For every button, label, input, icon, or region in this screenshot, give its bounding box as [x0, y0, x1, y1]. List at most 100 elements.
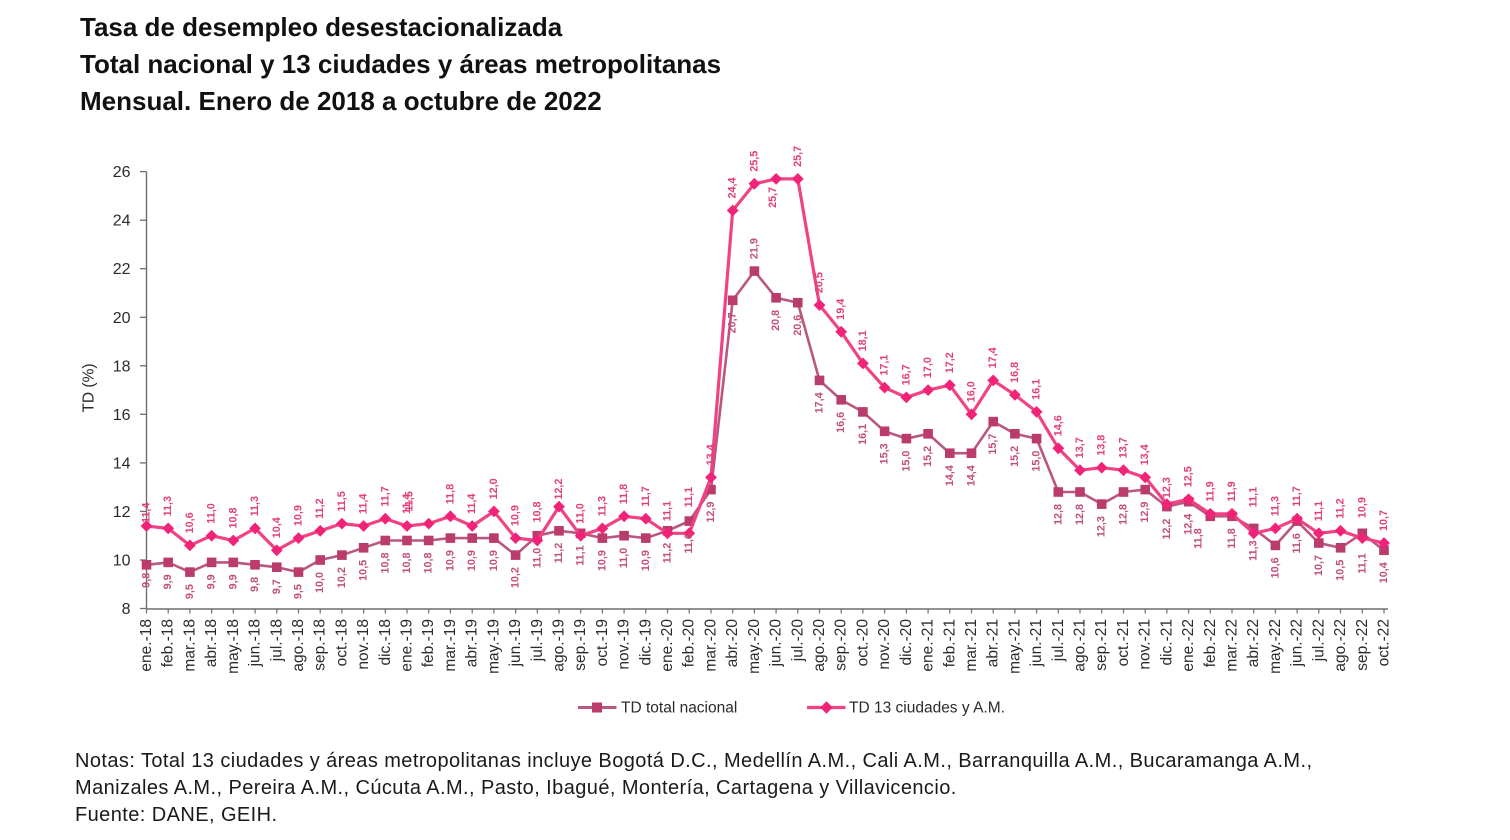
svg-text:10,8: 10,8: [401, 553, 413, 574]
svg-text:15,0: 15,0: [900, 451, 912, 472]
svg-text:11,8: 11,8: [618, 484, 630, 504]
svg-text:10,9: 10,9: [293, 505, 305, 526]
svg-text:13,7: 13,7: [1118, 437, 1130, 458]
svg-text:24,4: 24,4: [727, 177, 739, 198]
svg-text:10,6: 10,6: [184, 512, 196, 533]
svg-text:nov.-19: nov.-19: [616, 619, 633, 670]
svg-text:11,6: 11,6: [1291, 533, 1303, 553]
svg-text:25,7: 25,7: [792, 146, 804, 167]
svg-text:TD (%): TD (%): [81, 363, 98, 412]
svg-text:10,7: 10,7: [1378, 510, 1390, 531]
svg-text:nov.-20: nov.-20: [876, 619, 893, 670]
svg-text:sep.-20: sep.-20: [833, 619, 850, 671]
svg-text:11,5: 11,5: [404, 491, 416, 511]
svg-text:10,9: 10,9: [510, 505, 522, 526]
svg-text:12,8: 12,8: [1074, 504, 1086, 525]
svg-text:11,2: 11,2: [1335, 498, 1347, 518]
svg-text:mar.-20: mar.-20: [703, 619, 720, 672]
svg-text:11,3: 11,3: [596, 496, 608, 516]
svg-text:14,4: 14,4: [944, 465, 956, 486]
svg-text:ene.-19: ene.-19: [399, 619, 416, 672]
svg-text:feb.-22: feb.-22: [1202, 619, 1219, 667]
svg-text:sep.-22: sep.-22: [1354, 619, 1371, 671]
svg-text:oct.-18: oct.-18: [333, 619, 350, 666]
svg-text:20,8: 20,8: [770, 310, 782, 331]
svg-text:ene.-22: ene.-22: [1180, 619, 1197, 672]
svg-text:12,3: 12,3: [1096, 516, 1108, 537]
svg-text:11,1: 11,1: [662, 501, 674, 521]
svg-text:11,1: 11,1: [1313, 501, 1325, 521]
svg-text:11,3: 11,3: [162, 496, 174, 516]
svg-text:feb.-19: feb.-19: [420, 619, 437, 667]
svg-text:TD total nacional: TD total nacional: [621, 700, 737, 717]
svg-text:22: 22: [113, 261, 131, 278]
svg-text:feb.-20: feb.-20: [681, 619, 698, 668]
svg-text:16,8: 16,8: [1009, 362, 1021, 383]
svg-text:12,9: 12,9: [705, 502, 717, 523]
svg-text:11,8: 11,8: [1226, 528, 1238, 548]
svg-text:10,4: 10,4: [271, 517, 283, 538]
svg-text:jul.-21: jul.-21: [1050, 619, 1067, 662]
svg-text:11,4: 11,4: [466, 494, 478, 514]
svg-text:13,4: 13,4: [705, 444, 717, 465]
svg-text:21,9: 21,9: [748, 238, 760, 259]
svg-text:jun.-18: jun.-18: [247, 619, 264, 667]
svg-text:20,7: 20,7: [727, 312, 739, 333]
svg-text:20,6: 20,6: [792, 315, 804, 336]
svg-text:sep.-19: sep.-19: [572, 619, 589, 671]
svg-text:15,0: 15,0: [1031, 451, 1043, 472]
svg-text:ene.-21: ene.-21: [920, 619, 937, 672]
svg-text:mar.-21: mar.-21: [963, 619, 980, 672]
svg-text:12,5: 12,5: [1183, 466, 1195, 487]
svg-text:18,1: 18,1: [857, 330, 869, 351]
svg-text:10,8: 10,8: [379, 553, 391, 574]
svg-text:16,1: 16,1: [857, 424, 869, 445]
svg-text:nov.-18: nov.-18: [355, 619, 372, 670]
svg-text:may.-21: may.-21: [1006, 619, 1023, 674]
svg-text:11,2: 11,2: [314, 498, 326, 518]
svg-text:TD 13 ciudades y A.M.: TD 13 ciudades y A.M.: [849, 700, 1005, 717]
svg-text:jul.-22: jul.-22: [1310, 619, 1327, 662]
svg-text:16: 16: [113, 407, 131, 424]
svg-text:dic.-18: dic.-18: [377, 619, 394, 666]
svg-text:9,5: 9,5: [184, 584, 196, 599]
svg-text:10,6: 10,6: [1269, 557, 1281, 578]
svg-text:10: 10: [113, 553, 131, 570]
svg-text:jun.-19: jun.-19: [507, 619, 524, 667]
svg-text:mar.-19: mar.-19: [442, 619, 459, 672]
svg-text:10,8: 10,8: [227, 507, 239, 528]
svg-text:ago.-20: ago.-20: [811, 619, 828, 672]
svg-text:10,2: 10,2: [510, 567, 522, 588]
svg-text:15,2: 15,2: [922, 446, 934, 467]
svg-text:11,9: 11,9: [1204, 481, 1216, 501]
svg-text:11,7: 11,7: [1291, 486, 1303, 506]
svg-text:jun.-21: jun.-21: [1028, 619, 1045, 667]
svg-text:ago.-21: ago.-21: [1072, 619, 1089, 672]
svg-text:10,9: 10,9: [488, 550, 500, 571]
svg-text:15,3: 15,3: [879, 443, 891, 464]
svg-text:11,4: 11,4: [358, 494, 370, 514]
svg-text:10,9: 10,9: [596, 550, 608, 571]
svg-text:9,9: 9,9: [227, 574, 239, 589]
svg-text:11,0: 11,0: [618, 548, 630, 568]
svg-text:12,3: 12,3: [1161, 477, 1173, 498]
svg-text:17,1: 17,1: [879, 355, 891, 376]
svg-text:12,8: 12,8: [1118, 504, 1130, 525]
svg-text:9,5: 9,5: [293, 584, 305, 599]
svg-text:10,0: 10,0: [314, 572, 326, 593]
svg-text:ago.-22: ago.-22: [1332, 619, 1349, 672]
svg-text:10,9: 10,9: [640, 550, 652, 571]
svg-text:13,4: 13,4: [1139, 444, 1151, 465]
svg-text:11,3: 11,3: [1269, 496, 1281, 516]
svg-text:14: 14: [113, 455, 131, 472]
svg-text:11,1: 11,1: [683, 487, 695, 507]
svg-text:abr.-19: abr.-19: [464, 619, 481, 667]
svg-text:may.-18: may.-18: [225, 619, 242, 674]
svg-text:17,0: 17,0: [922, 357, 934, 378]
svg-text:9,9: 9,9: [162, 574, 174, 589]
svg-text:9,8: 9,8: [249, 577, 261, 592]
svg-text:12: 12: [113, 504, 131, 521]
svg-text:12,2: 12,2: [1161, 519, 1173, 540]
svg-text:17,4: 17,4: [814, 392, 826, 413]
svg-text:10,7: 10,7: [1313, 555, 1325, 576]
